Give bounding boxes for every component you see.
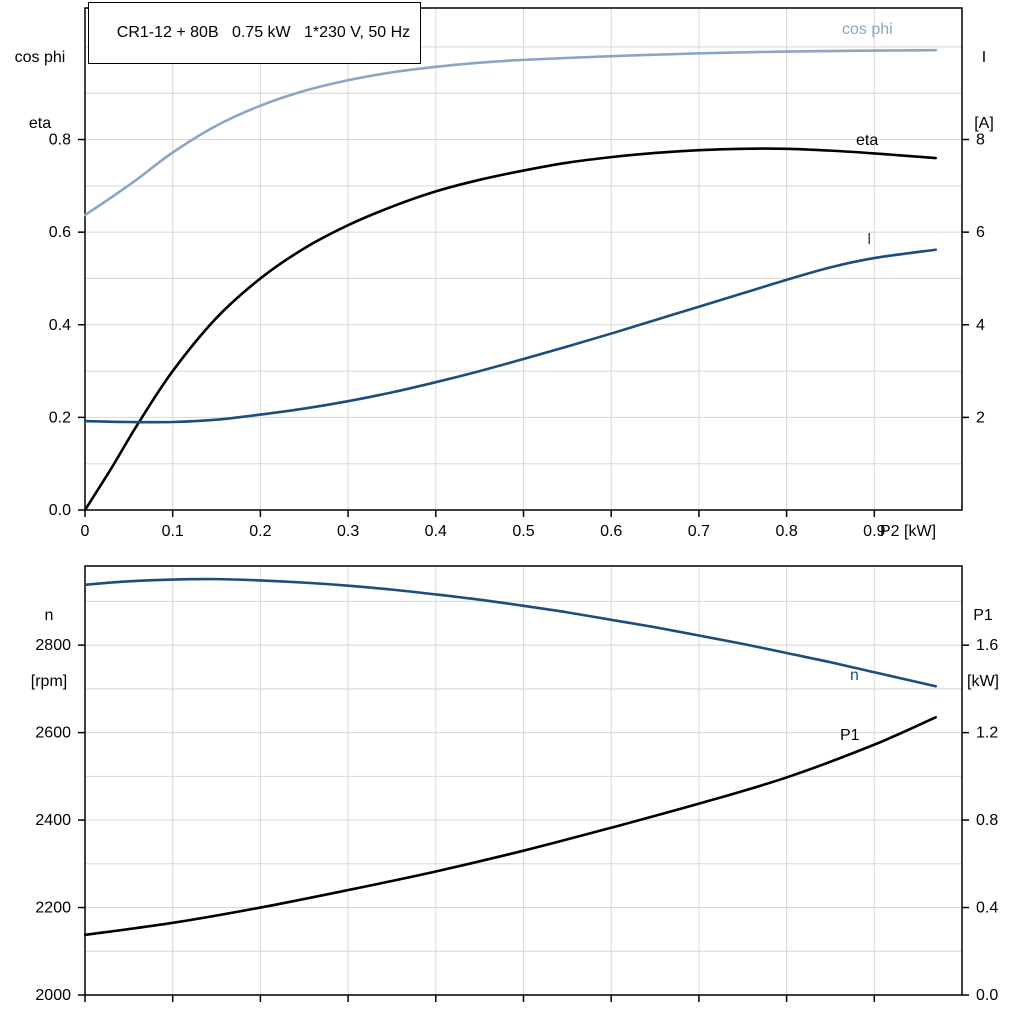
curve-eta: [84, 147, 937, 512]
x-tick-label: 0.8: [775, 523, 797, 540]
x-tick-label: 0: [81, 523, 90, 540]
chart-title: CR1-12 + 80B 0.75 kW 1*230 V, 50 Hz: [116, 24, 411, 41]
y-left-tick-label: 2800: [35, 637, 71, 654]
y-right-axis-label-line2: [A]: [974, 115, 994, 132]
x-tick-label: 0.6: [600, 523, 622, 540]
y-right-tick-label: 6: [976, 224, 985, 241]
y-right-tick-label: 4: [976, 317, 985, 334]
x-tick-label: 0.2: [249, 523, 271, 540]
x-tick-label: 0.5: [512, 523, 534, 540]
y-left-tick-label: 2600: [35, 725, 71, 742]
y-left-tick-label: 2200: [35, 900, 71, 917]
x-axis-unit-label: P2 [kW]: [880, 523, 936, 540]
x-tick-label: 0.1: [162, 523, 184, 540]
y-right-tick-label: 0.0: [976, 987, 998, 1004]
p1-axis-label-line2: [kW]: [967, 673, 999, 690]
p1-axis-label-line1: P1: [973, 607, 993, 624]
chart-title-box: CR1-12 + 80B 0.75 kW 1*230 V, 50 Hz: [88, 2, 422, 64]
y-right-tick-label: 1.6: [976, 637, 998, 654]
bottom-right-axis-label: P1 [kW]: [950, 561, 1016, 737]
x-tick-label: 0.3: [337, 523, 359, 540]
n-axis-label-line2: [rpm]: [30, 673, 68, 690]
top-right-axis-label: I [A]: [952, 3, 1016, 179]
y-left-axis-label-line2: eta: [28, 115, 52, 132]
y-left-axis-label-line1: cos phi: [14, 49, 66, 66]
n-axis-label-line1: n: [44, 607, 54, 624]
curve-label-eta: eta: [856, 132, 878, 149]
y-right-axis-label-line1: I: [981, 49, 987, 66]
y-right-tick-label: 8: [976, 132, 985, 149]
chart-bottom-speed-power-curves: 2000 2200 2400 2600 2800 0.0 0.4 0.8 1.2 1.6 n P1: [35, 565, 998, 1004]
y-left-tick-label: 0.2: [49, 409, 71, 426]
y-left-tick-label: 0.0: [49, 502, 71, 519]
curve-i: [84, 248, 937, 424]
y-left-tick-label: 0.8: [49, 132, 71, 149]
curve-cos-phi: [84, 48, 937, 217]
top-left-axis-label: cos phi eta: [4, 3, 76, 179]
curve-label-p1: P1: [840, 727, 860, 744]
curve-p1: [84, 716, 937, 937]
x-tick-label: 0.7: [688, 523, 710, 540]
bottom-left-axis-label: n [rpm]: [14, 561, 84, 737]
curve-n: [84, 577, 937, 688]
y-left-tick-label: 0.6: [49, 224, 71, 241]
curve-label-i: I: [867, 231, 871, 248]
x-tick-label: 0.4: [425, 523, 447, 540]
x-tick-label: 0.9: [863, 523, 885, 540]
curve-label-n: n: [850, 667, 859, 684]
y-right-tick-label: 0.8: [976, 812, 998, 829]
y-right-tick-label: 1.2: [976, 725, 998, 742]
curve-label-cos-phi: cos phi: [842, 21, 893, 38]
y-right-tick-label: 2: [976, 409, 985, 426]
y-left-tick-label: 2400: [35, 812, 71, 829]
y-left-tick-label: 2000: [35, 987, 71, 1004]
y-right-tick-label: 0.4: [976, 900, 998, 917]
chart-top-motor-curves: 0.0 0.2 0.4 0.6 0.8 2 4 6 8 0 0.1 0.2 0.3 0.4 0.5 0.6 0.…: [49, 7, 985, 540]
y-left-tick-label: 0.4: [49, 317, 71, 334]
